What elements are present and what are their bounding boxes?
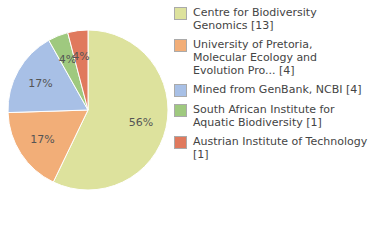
svg-text:4%: 4%: [58, 53, 77, 67]
svg-text:17%: 17%: [30, 133, 54, 146]
html-text:South African Institute for Aq: South African Institute for Aquatic Biod…: [193, 103, 335, 129]
html-text:Austrian Institute of Technolo: Austrian Institute of Technology [1]: [193, 135, 368, 161]
svg-text:56%: 56%: [129, 116, 153, 129]
svg-text:17%: 17%: [28, 77, 52, 90]
html-text:Mined from GenBank, NCBI [4]: Mined from GenBank, NCBI [4]: [193, 83, 362, 96]
html-text:Centre for Biodiversity Genomi: Centre for Biodiversity Genomics [13]: [193, 6, 317, 32]
svg-text:4%: 4%: [72, 50, 89, 63]
html-text:University of Pretoria, Molecu: University of Pretoria, Molecular Ecolog…: [193, 38, 318, 77]
